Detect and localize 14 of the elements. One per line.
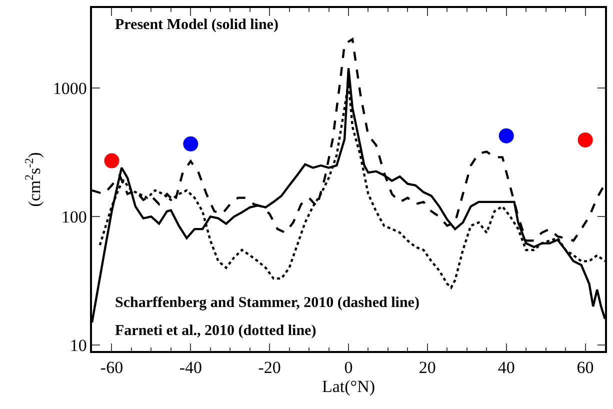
x-tick-label: -60 [100,358,124,378]
x-tick-label: 40 [498,358,515,378]
y-tick-label: 10 [70,336,87,356]
x-tick-label: 60 [576,358,594,378]
x-tick-label: 20 [418,358,436,378]
annotation: Present Model (solid line) [115,17,278,33]
x-axis-title: Lat(°N) [322,377,376,396]
y-tick-label: 100 [61,208,87,227]
x-tick-label: -40 [179,358,202,378]
annotation: Scharffenberg and Stammer, 2010 (dashed line) [115,295,420,311]
y-tick-label: 1000 [52,79,87,98]
annotation: Farneti et al., 2010 (dotted line) [115,323,316,339]
x-tick-label: -20 [258,358,281,378]
x-tick-label: 0 [344,358,353,378]
